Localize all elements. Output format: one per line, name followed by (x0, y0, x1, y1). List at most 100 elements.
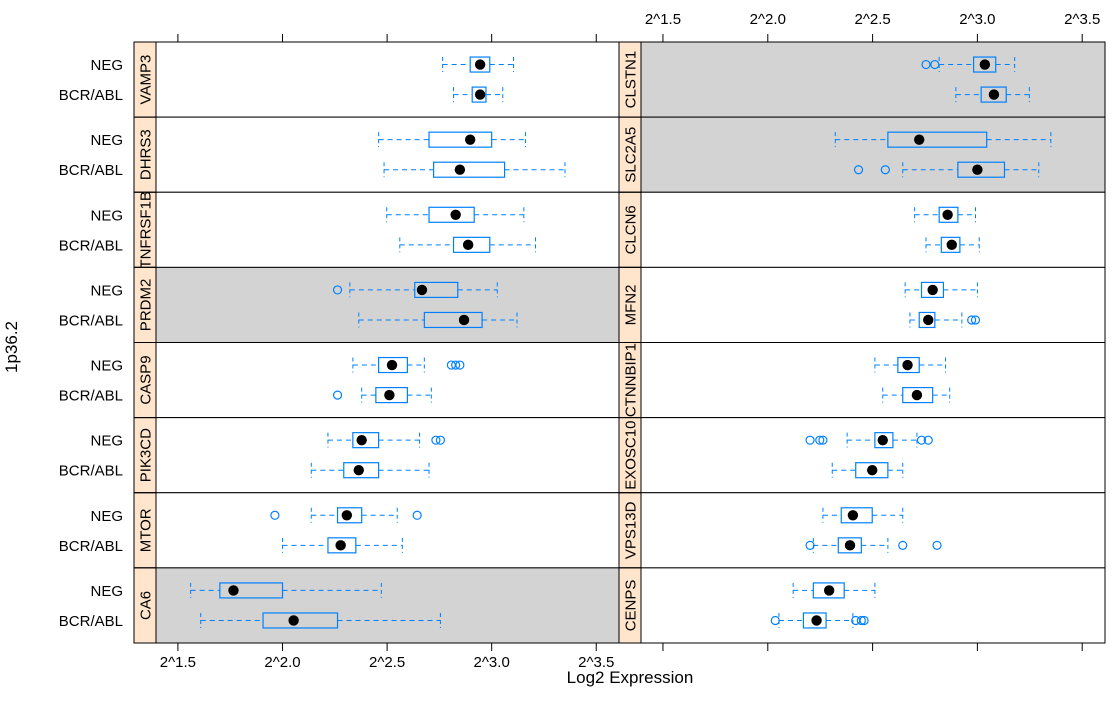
panel-background (641, 492, 1105, 568)
y-axis-label: 1p36.2 (2, 321, 21, 373)
iqr-box (428, 131, 493, 148)
strip-label: PIK3CD (138, 428, 155, 482)
iqr-box (352, 432, 380, 449)
panel-background (641, 342, 1105, 418)
median-dot (462, 239, 474, 251)
iqr-box (433, 161, 506, 178)
iqr-box (802, 612, 827, 629)
box-bcr-abl (770, 612, 869, 629)
median-dot (288, 615, 299, 626)
panel-background (641, 192, 1105, 268)
iqr-box (452, 236, 491, 253)
box-bcr-abl: BCR/ABL (59, 311, 518, 329)
median-dot (384, 389, 395, 401)
strip-label: MFN2 (623, 285, 640, 326)
x-tick-label: 2^3.5 (1064, 11, 1100, 28)
panel-vamp3: VAMP3 NEG BCR/ABL (59, 41, 620, 118)
strip-label: CA6 (138, 591, 155, 620)
x-tick-label: 2^2.0 (264, 654, 300, 671)
strip-label: VAMP3 (138, 55, 155, 105)
median-dot (474, 59, 486, 70)
strip-label: CENPS (623, 580, 640, 632)
panel-ctnnbip1: CTNNBIP1 (618, 342, 1106, 419)
outlier-point (805, 435, 815, 445)
group-label: NEG (90, 583, 123, 600)
panel-vps13d: VPS13D (618, 492, 1106, 569)
group-label: BCR/ABL (59, 162, 123, 179)
median-dot (823, 585, 835, 596)
box-bcr-abl (909, 311, 981, 329)
box-neg: NEG (90, 131, 527, 149)
median-dot (972, 164, 983, 175)
iqr-box (874, 432, 894, 449)
x-tick-label: 2^3.0 (474, 654, 510, 671)
panel-prdm2: PRDM2 NEG BCR/ABL (59, 266, 620, 343)
outlier-point (431, 435, 441, 445)
outlier-point (332, 285, 343, 295)
outlier-point (815, 435, 825, 445)
box-bcr-abl: BCR/ABL (59, 462, 430, 480)
group-label: BCR/ABL (59, 613, 123, 630)
box-neg (914, 206, 976, 223)
strip-label: CTNNBIP1 (623, 343, 640, 417)
median-dot (927, 284, 938, 296)
strip-label: CASP9 (138, 355, 155, 404)
panel-ca6: CA6 NEG BCR/ABL (59, 567, 620, 644)
group-label: BCR/ABL (59, 463, 123, 480)
group-label: BCR/ABL (59, 87, 123, 104)
outlier-point (859, 615, 869, 626)
iqr-box (855, 462, 889, 479)
group-label: NEG (90, 282, 123, 299)
box-bcr-abl: BCR/ABL (59, 612, 441, 630)
panel-slc2a5: SLC2A5 (618, 116, 1106, 193)
median-dot (353, 465, 364, 476)
outlier-point (853, 165, 864, 175)
box-neg: NEG (90, 432, 446, 450)
group-label: NEG (90, 57, 123, 74)
outlier-point (451, 360, 461, 370)
box-neg: NEG (90, 281, 498, 299)
panel-cenps: CENPS (618, 567, 1106, 644)
median-dot (877, 434, 888, 446)
iqr-box (902, 386, 934, 404)
median-dot (474, 89, 486, 100)
iqr-box (327, 537, 357, 554)
iqr-box (887, 131, 988, 148)
panel-tnfrsf1b: TNFRSF1B NEG BCR/ABL (59, 191, 620, 269)
iqr-box (428, 206, 475, 223)
outlier-point (880, 165, 890, 175)
outlier-point (970, 315, 981, 325)
median-dot (902, 359, 913, 371)
iqr-box (940, 236, 961, 253)
box-neg (921, 56, 1016, 73)
box-neg (792, 582, 876, 599)
iqr-box (957, 161, 1006, 178)
box-neg (822, 507, 904, 524)
iqr-box (920, 281, 945, 299)
median-dot (811, 615, 822, 626)
box-bcr-abl: BCR/ABL (59, 86, 504, 104)
box-neg (805, 432, 933, 449)
group-label: NEG (90, 132, 123, 149)
iqr-box (469, 56, 491, 73)
panel-mfn2: MFN2 (618, 266, 1106, 343)
panel-background (156, 267, 619, 343)
iqr-box (972, 56, 997, 73)
iqr-box (219, 582, 284, 599)
median-dot (942, 209, 953, 220)
x-tick-label: 2^2.5 (369, 654, 405, 671)
group-label: BCR/ABL (59, 237, 123, 254)
iqr-box (918, 311, 936, 329)
strip-label: EXOSC10 (623, 421, 640, 490)
strip-label: SLC2A5 (623, 127, 640, 183)
median-dot (979, 59, 991, 70)
median-dot (923, 314, 934, 326)
median-dot (228, 585, 239, 596)
x-tick-label: 2^1.5 (645, 11, 681, 28)
panel-clstn1: CLSTN1 (618, 41, 1106, 118)
iqr-box (423, 311, 483, 329)
strip-label: VPS13D (623, 501, 640, 559)
median-dot (867, 465, 878, 476)
box-bcr-abl: BCR/ABL (59, 161, 566, 179)
box-bcr-abl (882, 386, 951, 404)
